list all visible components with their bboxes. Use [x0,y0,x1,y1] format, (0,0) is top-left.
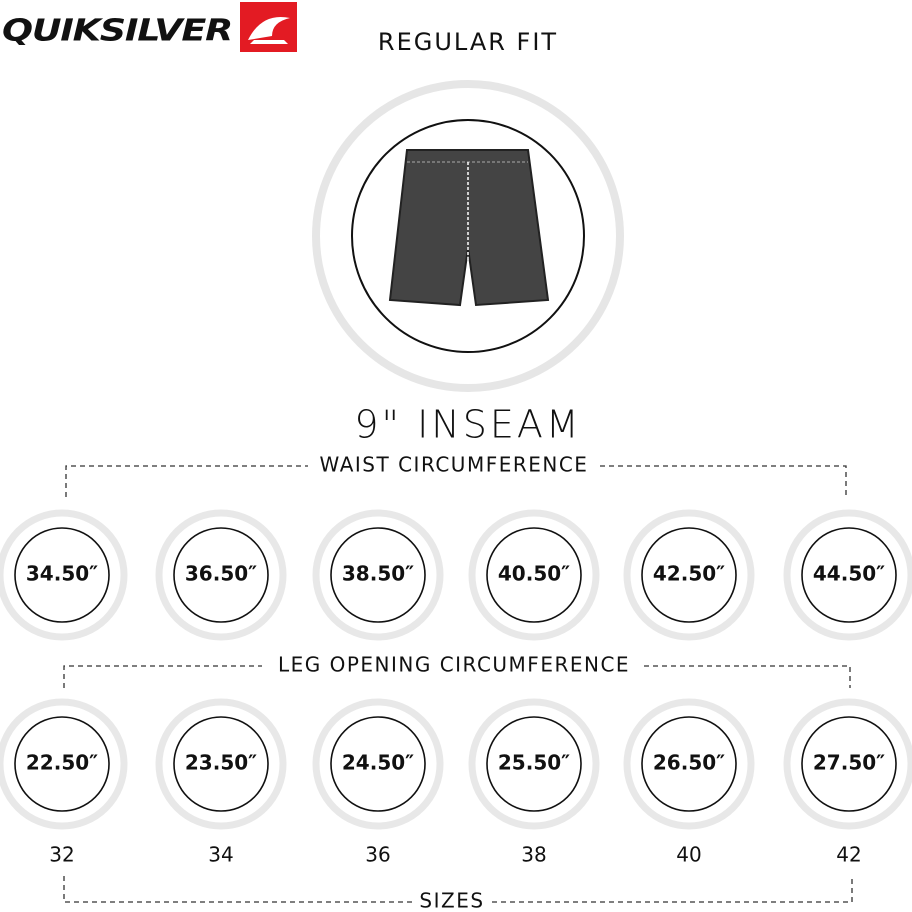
measure-circle [173,527,269,623]
section-label: LEG OPENING CIRCUMFERENCE [278,653,630,677]
size-label: 38 [521,843,546,867]
brand-logo [240,2,297,52]
product-image [312,80,624,392]
measure-circle [14,716,110,812]
measure-circle [486,716,582,812]
measure-value: 38.50″ [342,562,414,586]
measure-circle [801,716,897,812]
measure-circle [641,716,737,812]
measure-circle [801,527,897,623]
measure-circle [330,527,426,623]
size-label: 42 [836,843,861,867]
measure-circle [641,527,737,623]
measure-value: 24.50″ [342,751,414,775]
measure-circle [330,716,426,812]
fit-title: REGULAR FIT [378,28,558,56]
measure-circle [14,527,110,623]
section-label: SIZES [419,889,484,912]
measure-value: 26.50″ [653,751,725,775]
measure-value: 23.50″ [185,751,257,775]
size-label: 32 [49,843,74,867]
waist-bracket [65,465,847,497]
size-label: 36 [365,843,390,867]
measure-value: 34.50″ [26,562,98,586]
measure-value: 44.50″ [813,562,885,586]
measure-value: 42.50″ [653,562,725,586]
measure-circle [486,527,582,623]
measure-value: 40.50″ [498,562,570,586]
size-label: 34 [208,843,233,867]
measure-value: 27.50″ [813,751,885,775]
measure-circle [173,716,269,812]
brand-name: QUIKSILVER [2,14,232,49]
measure-value: 22.50″ [26,751,98,775]
leg-bracket [63,665,851,688]
section-label: WAIST CIRCUMFERENCE [320,453,589,477]
sizes-bracket [63,876,853,903]
measure-value: 25.50″ [498,751,570,775]
measure-value: 36.50″ [185,562,257,586]
inseam-label: 9" INSEAM [354,403,581,447]
size-label: 40 [676,843,701,867]
